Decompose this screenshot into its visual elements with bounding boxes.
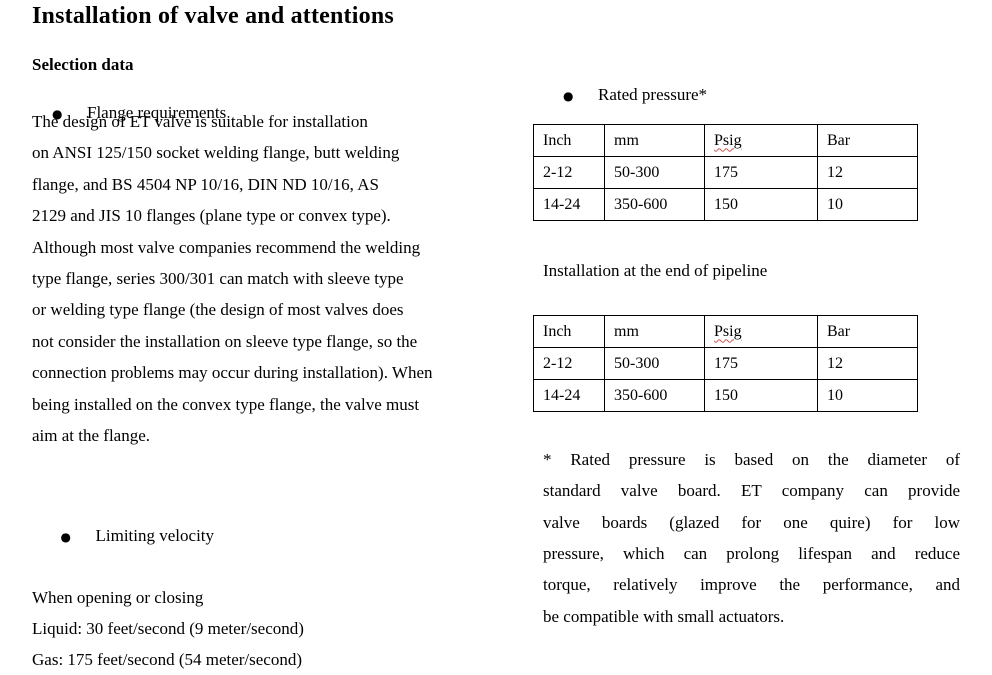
table-row: 14-24 350-600 150 10	[533, 379, 918, 412]
table-cell: 350-600	[604, 379, 705, 412]
table-row: 2-12 50-300 175 12	[533, 156, 918, 189]
bullet-icon: ●	[52, 107, 63, 121]
document-page: Installation of valve and attentions Sel…	[32, 3, 960, 669]
footnote-line: * Rated pressure is based on the diamete…	[543, 450, 960, 469]
page-title: Installation of valve and attentions	[32, 3, 394, 29]
table-cell: 175	[704, 347, 818, 380]
rated-pressure-footnote: * Rated pressure is based on the diamete…	[543, 444, 960, 632]
table-cell: 2-12	[533, 347, 605, 380]
footnote-line: standard valve board. ET company can pro…	[543, 481, 960, 501]
table-cell: 350-600	[604, 188, 705, 221]
pipeline-table: Inch mm Psig Bar 2-12 50-300 175 12 14-2…	[533, 315, 918, 412]
table-cell: 14-24	[533, 188, 605, 221]
table-header-cell: Inch	[533, 124, 605, 157]
bullet-label-flange-requirements: Flange requirements	[87, 103, 227, 122]
table-header-text-spellcheck: Psig	[714, 322, 742, 340]
flange-paragraph: The design of ET valve is suitable for i…	[32, 112, 433, 446]
footnote-line: valve boards (glazed for one quire) for …	[543, 512, 960, 532]
table-cell: 175	[704, 156, 818, 189]
table-header-cell: Bar	[817, 315, 918, 348]
table-cell: 50-300	[604, 156, 705, 189]
table-cell: 14-24	[533, 379, 605, 412]
table-header-row: Inch mm Psig Bar	[533, 315, 918, 348]
bullet-item-rated-pressure: ● Rated pressure*	[543, 65, 707, 125]
table-header-text: mm	[614, 131, 639, 149]
bullet-icon: ●	[60, 529, 71, 544]
limiting-velocity-block: ● Limiting velocity When opening or closi…	[32, 490, 304, 675]
rated-pressure-table: Inch mm Psig Bar 2-12 50-300 175 12 14-2…	[533, 124, 918, 221]
bullet-item-limiting-velocity: ● Limiting velocity	[32, 490, 304, 583]
table-header-cell: Psig	[704, 315, 818, 348]
table-header-cell: Inch	[533, 315, 605, 348]
bullet-icon: ●	[563, 89, 574, 103]
table-header-cell: Psig	[704, 124, 818, 157]
table-cell: 150	[704, 379, 818, 412]
table-cell: 150	[704, 188, 818, 221]
bullet-label-rated-pressure: Rated pressure*	[598, 85, 708, 104]
table-cell: 12	[817, 347, 918, 380]
table-cell: 50-300	[604, 347, 705, 380]
table-header-cell: Bar	[817, 124, 918, 157]
table-cell: 10	[817, 188, 918, 221]
limiting-velocity-lines: When opening or closing Liquid: 30 feet/…	[32, 588, 304, 669]
table-header-text: mm	[614, 322, 639, 340]
table-header-text: Inch	[543, 131, 572, 149]
footnote-line: be compatible with small actuators.	[543, 606, 785, 626]
table-cell: 10	[817, 379, 918, 412]
table-header-cell: mm	[604, 124, 705, 157]
table-cell: 2-12	[533, 156, 605, 189]
bullet-item-flange-requirements: ● Flange requirements	[32, 83, 226, 143]
bullet-label-limiting-velocity: Limiting velocity	[95, 525, 215, 545]
table-header-cell: mm	[604, 315, 705, 348]
table-header-text: Inch	[543, 322, 572, 340]
table-header-row: Inch mm Psig Bar	[533, 124, 918, 157]
table-row: 14-24 350-600 150 10	[533, 188, 918, 221]
table-cell: 12	[817, 156, 918, 189]
table-row: 2-12 50-300 175 12	[533, 347, 918, 380]
footnote-line: pressure, which can prolong lifespan and…	[543, 543, 960, 563]
table-header-text: Bar	[827, 131, 851, 149]
section-heading-selection-data: Selection data	[32, 55, 134, 74]
footnote-line: torque, relatively improve the performan…	[543, 575, 960, 595]
table-header-text: Bar	[827, 322, 851, 340]
pipeline-heading: Installation at the end of pipeline	[543, 261, 768, 280]
table-header-text-spellcheck: Psig	[714, 131, 742, 149]
